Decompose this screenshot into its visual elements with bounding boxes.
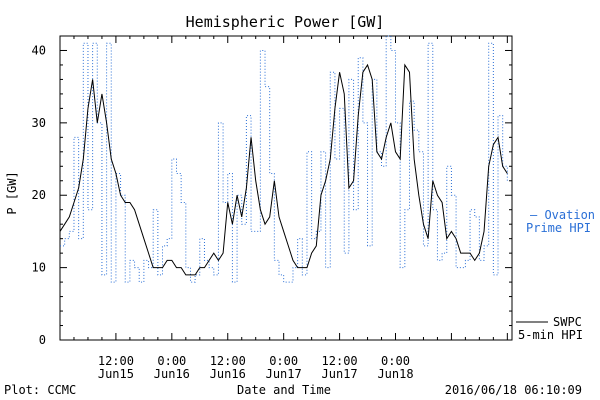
x-tick-date: Jun17 <box>322 367 358 381</box>
x-tick-time: 12:00 <box>322 354 358 368</box>
x-tick-date: Jun16 <box>210 367 246 381</box>
x-tick-date: Jun17 <box>266 367 302 381</box>
series-swpc-line <box>59 63 508 276</box>
legend-ovation-line2: Prime HPI <box>526 221 591 235</box>
x-tick-time: 12:00 <box>98 354 134 368</box>
plot-frame <box>59 35 513 341</box>
x-tick-time: 12:00 <box>210 354 246 368</box>
y-tick-label: 0 <box>39 333 46 347</box>
legend-swpc-line1: SWPC <box>553 315 582 329</box>
x-tick-time: 0:00 <box>381 354 410 368</box>
y-tick-label: 40 <box>32 43 46 57</box>
x-tick-time: 0:00 <box>157 354 186 368</box>
y-tick-label: 30 <box>32 116 46 130</box>
y-axis-label: P [GW] <box>5 171 19 214</box>
axes-group: 01020304012:00Jun150:00Jun1612:00Jun160:… <box>32 35 513 381</box>
x-tick-date: Jun16 <box>154 367 190 381</box>
footer-left: Plot: CCMC <box>4 383 76 397</box>
x-tick-time: 0:00 <box>269 354 298 368</box>
y-tick-label: 20 <box>32 188 46 202</box>
x-tick-date: Jun15 <box>98 367 134 381</box>
x-tick-date: Jun18 <box>377 367 413 381</box>
legend-swpc-line2: 5-min HPI <box>518 328 583 342</box>
chart-title: Hemispheric Power [GW] <box>186 13 385 31</box>
legend-ovation-line1: — Ovation <box>530 208 595 222</box>
series-ovation-line <box>60 35 508 283</box>
series-group <box>59 35 508 283</box>
footer-right: 2016/06/18 06:10:09 <box>445 383 582 397</box>
x-axis-label: Date and Time <box>237 383 331 397</box>
y-tick-label: 10 <box>32 261 46 275</box>
